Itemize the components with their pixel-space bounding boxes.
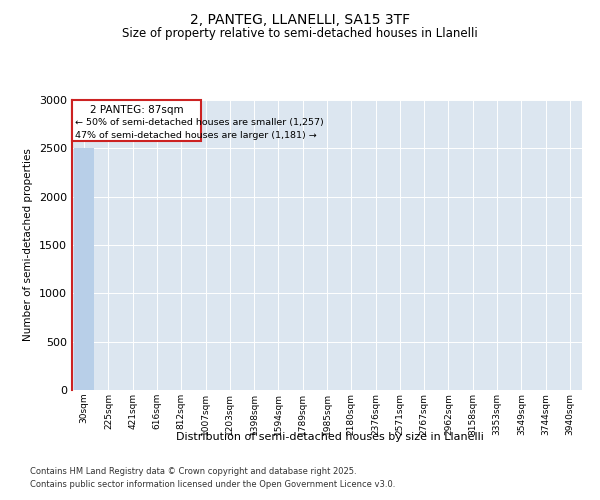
Text: 2, PANTEG, LLANELLI, SA15 3TF: 2, PANTEG, LLANELLI, SA15 3TF [190,12,410,26]
Text: Size of property relative to semi-detached houses in Llanelli: Size of property relative to semi-detach… [122,28,478,40]
Text: Contains public sector information licensed under the Open Government Licence v3: Contains public sector information licen… [30,480,395,489]
FancyBboxPatch shape [73,100,201,140]
Bar [74,148,94,390]
Y-axis label: Number of semi-detached properties: Number of semi-detached properties [23,148,34,342]
Text: 2 PANTEG: 87sqm: 2 PANTEG: 87sqm [90,106,184,116]
Text: ← 50% of semi-detached houses are smaller (1,257): ← 50% of semi-detached houses are smalle… [76,118,324,127]
Text: 47% of semi-detached houses are larger (1,181) →: 47% of semi-detached houses are larger (… [76,131,317,140]
Text: Contains HM Land Registry data © Crown copyright and database right 2025.: Contains HM Land Registry data © Crown c… [30,467,356,476]
Text: Distribution of semi-detached houses by size in Llanelli: Distribution of semi-detached houses by … [176,432,484,442]
